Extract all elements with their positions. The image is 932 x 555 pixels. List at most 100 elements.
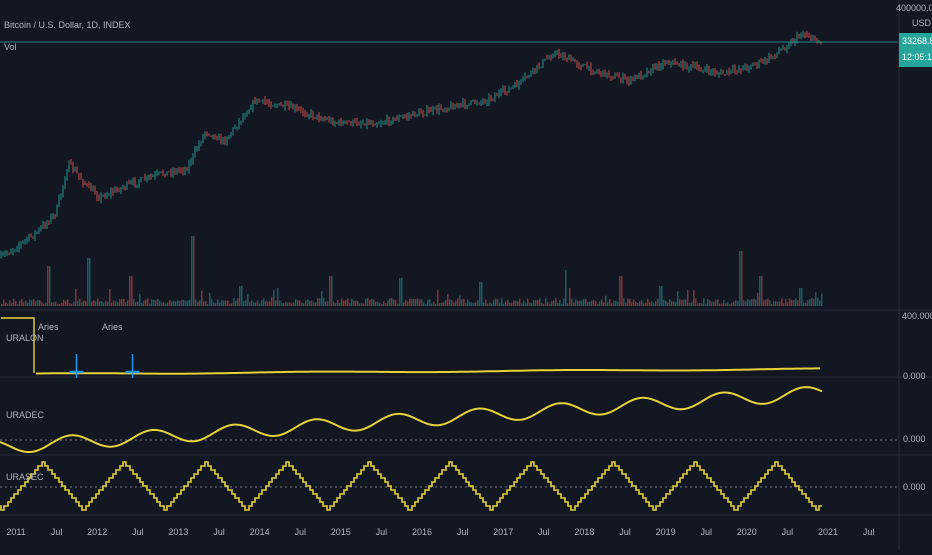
currency-label[interactable]: USD (912, 18, 932, 28)
volume-bar (663, 299, 665, 306)
volume-bar (669, 299, 671, 306)
volume-bar (49, 266, 51, 306)
urasec-label[interactable]: URASEC (6, 472, 44, 482)
volume-histogram (1, 236, 823, 306)
volume-bar (523, 300, 525, 306)
volume-bar (753, 298, 755, 306)
time-axis-label: Jul (132, 527, 144, 537)
volume-bar (365, 298, 367, 306)
volume-bar (399, 278, 401, 306)
volume-bar (299, 300, 301, 306)
volume-bar (413, 299, 415, 306)
volume-bar (757, 292, 759, 306)
volume-bar (595, 300, 597, 306)
volume-bar (667, 302, 669, 306)
uradec-label[interactable]: URADEC (6, 410, 45, 420)
volume-bar (371, 298, 373, 306)
urasec-plot (0, 461, 898, 511)
volume-bar (325, 301, 327, 306)
urasec-line (0, 461, 822, 511)
uralon-label[interactable]: URALON (6, 333, 44, 343)
volume-label[interactable]: Vol (4, 42, 17, 52)
volume-bar (313, 302, 315, 306)
volume-bar (541, 302, 543, 306)
volume-bar (321, 291, 323, 306)
volume-bar (539, 298, 541, 306)
volume-bar (813, 298, 815, 306)
volume-bar (391, 298, 393, 306)
volume-bar (487, 303, 489, 306)
volume-bar (597, 303, 599, 306)
volume-bar (7, 303, 9, 306)
volume-bar (239, 286, 241, 306)
volume-bar (737, 300, 739, 306)
volume-bar (423, 302, 425, 306)
volume-bar (45, 302, 47, 306)
volume-bar (679, 299, 681, 306)
volume-bar (333, 301, 335, 306)
volume-bar (173, 300, 175, 306)
volume-bar (707, 298, 709, 306)
volume-bar (769, 300, 771, 306)
uralon-marker-label: Aries (38, 322, 59, 332)
volume-bar (439, 302, 441, 306)
volume-bar (301, 302, 303, 306)
volume-bar (143, 301, 145, 306)
volume-bar (733, 301, 735, 306)
volume-bar (593, 300, 595, 306)
volume-bar (225, 300, 227, 306)
uradec-line (0, 386, 823, 453)
volume-bar (51, 302, 53, 306)
time-axis-label: Jul (782, 527, 794, 537)
uralon-line (36, 367, 820, 375)
volume-bar (437, 289, 439, 306)
volume-bar (749, 300, 751, 306)
volume-bar (263, 298, 265, 306)
volume-bar (63, 299, 65, 306)
volume-bar (327, 301, 329, 306)
volume-bar (355, 300, 357, 306)
volume-bar (455, 300, 457, 306)
volume-bar (185, 301, 187, 306)
symbol-title[interactable]: Bitcoin / U.S. Dollar, 1D, INDEX (4, 20, 131, 30)
volume-bar (765, 299, 767, 306)
volume-bar (581, 300, 583, 306)
volume-bar (337, 299, 339, 306)
volume-bar (113, 300, 115, 306)
volume-bar (743, 300, 745, 306)
volume-bar (467, 299, 469, 306)
volume-bar (605, 295, 607, 306)
volume-bar (415, 298, 417, 306)
volume-bar (589, 301, 591, 306)
volume-bar (449, 299, 451, 306)
volume-bar (513, 300, 515, 306)
uralon-top-value: 400.000 (902, 311, 932, 321)
volume-bar (55, 301, 57, 306)
volume-bar (435, 303, 437, 306)
volume-bar (673, 301, 675, 306)
volume-bar (343, 300, 345, 306)
volume-bar (741, 251, 743, 306)
time-axis-label: 2012 (87, 527, 107, 537)
volume-bar (41, 302, 43, 306)
volume-bar (427, 299, 429, 306)
volume-bar (215, 302, 217, 306)
volume-bar (447, 293, 449, 306)
volume-bar (775, 301, 777, 306)
volume-bar (505, 301, 507, 306)
volume-bar (17, 303, 19, 306)
volume-bar (139, 293, 141, 306)
volume-bar (553, 300, 555, 306)
volume-bar (43, 303, 45, 306)
volume-bar (237, 298, 239, 306)
volume-bar (569, 287, 571, 306)
volume-bar (719, 303, 721, 306)
volume-bar (779, 301, 781, 306)
volume-bar (293, 302, 295, 306)
volume-bar (255, 302, 257, 306)
time-axis-label: Jul (619, 527, 631, 537)
volume-bar (767, 298, 769, 306)
volume-bar (87, 258, 89, 306)
volume-bar (363, 303, 365, 306)
